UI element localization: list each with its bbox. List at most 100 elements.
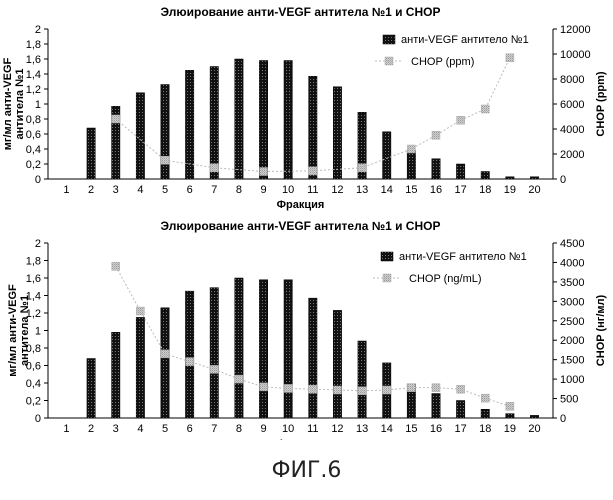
bar: [506, 177, 514, 179]
x-tick-label: 14: [381, 184, 393, 196]
y2-tick-label: 4500: [560, 238, 584, 250]
bar: [259, 280, 267, 418]
bar: [235, 278, 243, 418]
chart-title: Элюирование анти-VEGF антитела №1 и CHOP: [161, 5, 441, 19]
bar: [383, 132, 391, 179]
x-tick-label: 15: [405, 423, 417, 435]
y-tick-label: 1,8: [26, 39, 41, 51]
bar: [185, 70, 193, 179]
x-tick-label: 8: [236, 184, 242, 196]
chop-marker: [161, 156, 169, 164]
chop-marker: [407, 145, 415, 153]
chop-marker: [210, 164, 218, 172]
chop-marker: [309, 385, 317, 393]
bar: [235, 59, 243, 179]
y2-tick-label: 10000: [560, 49, 591, 61]
x-tick-label: 10: [282, 184, 294, 196]
bar: [456, 164, 464, 179]
bar: [210, 288, 218, 418]
x-tick-label: 16: [430, 184, 442, 196]
bar: [87, 359, 95, 419]
x-tick-label: 7: [211, 423, 217, 435]
x-tick-label: 19: [504, 184, 516, 196]
chart-bottom-svg: Элюирование анти-VEGF антитела №1 и CHOP…: [0, 218, 613, 440]
x-tick-label: 18: [479, 184, 491, 196]
legend-label-bar: анти-VEGF антитело №1: [399, 251, 527, 263]
x-tick-label: 12: [331, 184, 343, 196]
bar: [432, 159, 440, 179]
legend-swatch-bar: [381, 252, 393, 261]
chop-marker: [481, 105, 489, 113]
x-tick-label: 12: [331, 423, 343, 435]
chop-marker: [112, 262, 120, 270]
x-tick-label: 9: [260, 184, 266, 196]
chop-marker: [506, 54, 514, 62]
y-tick-label: 1,6: [26, 273, 41, 285]
bar: [530, 415, 538, 418]
y-tick-label: 0: [35, 413, 41, 425]
x-tick-label: 20: [528, 184, 540, 196]
y2-tick-label: 4000: [560, 257, 584, 269]
bar: [407, 151, 415, 180]
x-tick-label: 20: [528, 423, 540, 435]
y2-tick-label: 500: [560, 394, 578, 406]
y-tick-label: 0,2: [26, 159, 41, 171]
bar: [284, 280, 292, 418]
y-tick-label: 0,6: [26, 129, 41, 141]
bar: [309, 298, 317, 418]
x-tick-label: 13: [356, 423, 368, 435]
x-tick-label: 7: [211, 184, 217, 196]
bar: [530, 177, 538, 179]
y-tick-label: 1,6: [26, 54, 41, 66]
bar: [358, 341, 366, 418]
bar: [284, 61, 292, 180]
chart-top: Элюирование анти-VEGF антитела №1 и CHOP…: [0, 0, 613, 226]
y2-tick-label: 2000: [560, 335, 584, 347]
x-tick-label: 2: [88, 184, 94, 196]
chop-marker: [457, 116, 465, 124]
y2-tick-label: 2500: [560, 316, 584, 328]
bar: [309, 76, 317, 179]
y-tick-label: 2: [35, 238, 41, 250]
legend-swatch-chop: [385, 57, 393, 65]
x-tick-label: 11: [307, 423, 318, 435]
chop-marker: [407, 384, 415, 392]
y-axis-label-line: мг/мл анти-VEGF: [7, 284, 19, 377]
legend-swatch-bar: [383, 35, 395, 44]
bar: [87, 128, 95, 179]
x-tick-label: 13: [356, 184, 368, 196]
y2-tick-label: 12000: [560, 24, 591, 36]
chop-marker: [136, 307, 144, 315]
x-tick-label: 1: [63, 184, 69, 196]
y2-tick-label: 0: [560, 174, 566, 186]
y-tick-label: 1: [35, 99, 41, 111]
x-tick-label: 1: [63, 423, 69, 435]
x-tick-label: 17: [454, 423, 466, 435]
y-axis-label-line: антитела №1: [19, 295, 31, 366]
bar: [456, 401, 464, 419]
x-tick-label: 5: [162, 423, 168, 435]
chop-marker: [284, 384, 292, 392]
chart-top-svg: Элюирование анти-VEGF антитела №1 и CHOP…: [0, 0, 613, 226]
bar: [333, 310, 341, 418]
x-tick-label: 6: [187, 423, 193, 435]
y-tick-label: 0,4: [26, 144, 41, 156]
x-tick-label: 14: [381, 423, 393, 435]
x-tick-label: 3: [113, 184, 119, 196]
chart-title: Элюирование анти-VEGF антитела №1 и CHOP: [161, 219, 441, 233]
x-tick-label: 10: [282, 423, 294, 435]
y2-tick-label: 8000: [560, 74, 584, 86]
chop-marker: [333, 386, 341, 394]
legend-label-chop: CHOP (ng/mL): [409, 273, 482, 285]
chop-marker: [358, 164, 366, 172]
bar: [161, 85, 169, 180]
y-tick-label: 0,4: [26, 378, 41, 390]
figure-caption: ФИГ.6: [0, 458, 613, 483]
chop-marker: [186, 358, 194, 366]
bar: [161, 308, 169, 418]
bar: [259, 61, 267, 180]
x-tick-label: 4: [137, 423, 143, 435]
y-tick-label: 0,8: [26, 114, 41, 126]
y2-tick-label: 3000: [560, 296, 584, 308]
y-tick-label: 1,8: [26, 256, 41, 268]
